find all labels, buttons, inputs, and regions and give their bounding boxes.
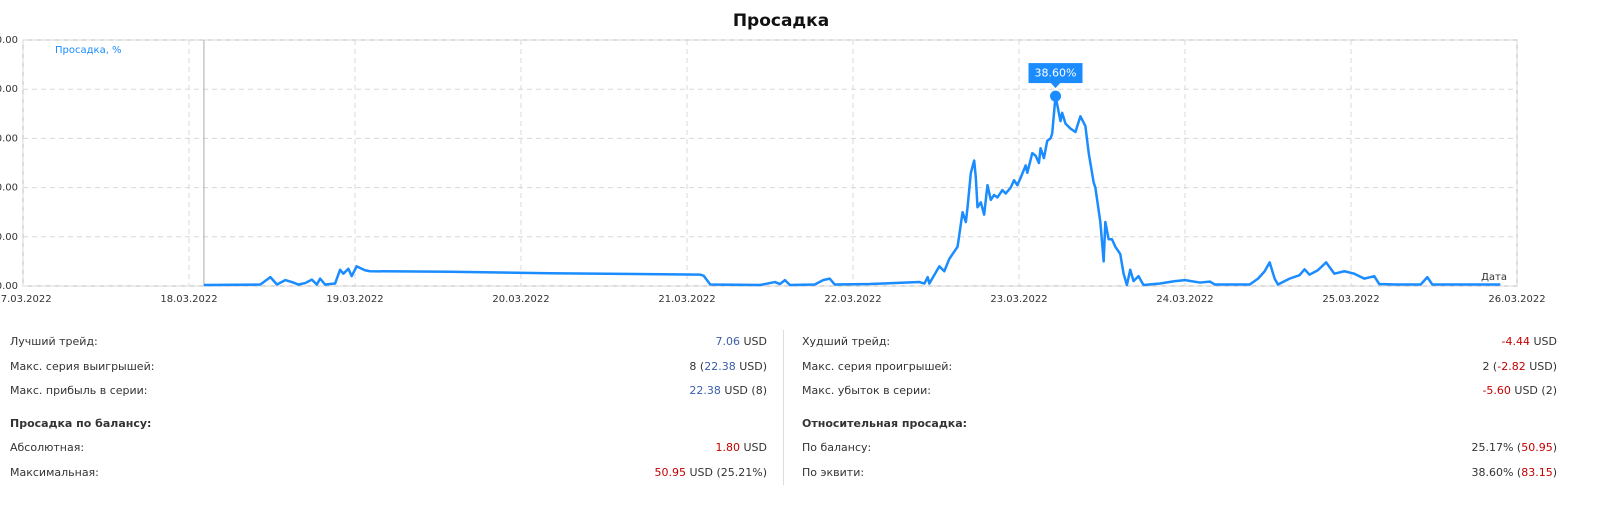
stat-label: Максимальная: [10, 465, 99, 479]
annotation-pointer [1050, 82, 1061, 89]
stat-value-part: 25.17% ( [1471, 441, 1522, 454]
stat-value: -5.60 USD (2) [1482, 384, 1557, 398]
annotation-box [1028, 63, 1083, 84]
x-tick-label: 20.03.2022 [492, 294, 549, 305]
stat-value-part: ) [1552, 441, 1557, 454]
stat-value-part: 50.95 [654, 465, 686, 479]
stat-value-part: USD (8) [720, 384, 767, 397]
x-tick-label: 23.03.2022 [990, 294, 1047, 305]
stat-value-part: -4.44 [1501, 335, 1530, 348]
stat-value: 2 (-2.82 USD) [1482, 360, 1557, 374]
stat-value: 7.06 USD [715, 335, 767, 349]
y-tick-label: 10.00 [0, 232, 18, 243]
stat-value-part: USD [739, 335, 767, 348]
stat-label: Макс. прибыль в серии: [10, 384, 148, 397]
stat-value-part: 50.95 [1521, 441, 1553, 454]
stat-value: 50.95 USD (25.21%) [654, 466, 767, 480]
stat-value-part: USD [1529, 335, 1557, 348]
x-tick-label: 21.03.2022 [658, 294, 715, 305]
stat-value: -4.44 USD [1502, 335, 1557, 349]
stat-label: Худший трейд: [802, 335, 891, 348]
x-tick-label: 19.03.2022 [326, 294, 383, 305]
y-tick-label: 20.00 [0, 183, 18, 194]
stat-value: 25.17% (50.95) [1471, 441, 1557, 455]
stat-value-part: 7.06 [715, 335, 740, 348]
x-tick-label: 25.03.2022 [1322, 294, 1379, 305]
stat-value-part: 2 ( [1482, 359, 1498, 373]
stat-label: По балансу: [802, 441, 872, 454]
stat-label: Лучший трейд: [10, 335, 98, 348]
stat-value-part: 1.80 [715, 441, 740, 454]
stat-value: 1.80 USD [715, 441, 767, 455]
y-tick-label: 40.00 [0, 84, 18, 95]
legend-label: Просадка, % [55, 45, 122, 56]
annotation-label: 38.60% [1035, 67, 1077, 80]
stat-label: Макс. убыток в серии: [802, 384, 931, 397]
y-tick-label: 50.00 [0, 35, 18, 46]
chart: Просадка 0.00 10.00 20.00 30.00 40.00 50.00 17… [0, 11, 1546, 305]
y-tick-label: 30.00 [0, 133, 18, 144]
stat-value-part: ) [1552, 465, 1557, 479]
x-tick-label: 22.03.2022 [824, 294, 881, 305]
stat-value-part: USD [739, 441, 767, 454]
drawdown-line [203, 94, 1501, 287]
stat-label: По эквити: [802, 465, 865, 479]
stat-value-part: -5.60 [1482, 384, 1511, 397]
section-title: Относительная просадка: [802, 417, 968, 430]
column-divider [783, 330, 784, 485]
x-tick-label: 17.03.2022 [0, 294, 52, 305]
stat-value: 22.38 USD (8) [689, 384, 767, 398]
stat-value-part: 8 ( [689, 359, 705, 373]
stat-label: Макс. серия проигрышей: [802, 359, 953, 373]
stat-value-part: 83.15 [1521, 465, 1553, 479]
y-tick-label: 0.00 [0, 281, 18, 292]
plot-area [22, 39, 1518, 287]
stat-value-part: USD) [1525, 359, 1557, 373]
stat-value-part: USD (25.21%) [685, 465, 767, 479]
stat-label: Макс. серия выигрышей: [10, 359, 155, 373]
stat-value-part: 22.38 [689, 384, 721, 397]
peak-marker [1050, 90, 1062, 102]
stat-value: 8 (22.38 USD) [689, 360, 767, 374]
stat-value: 38.60% (83.15) [1471, 466, 1557, 480]
stat-value-part: 38.60% ( [1471, 465, 1522, 479]
x-tick-label: 26.03.2022 [1488, 294, 1545, 305]
stat-value-part: USD) [735, 359, 767, 373]
stat-value-part: -2.82 [1497, 359, 1526, 373]
stat-value-part: 22.38 [704, 359, 736, 373]
x-tick-label: 18.03.2022 [160, 294, 217, 305]
stat-label: Абсолютная: [10, 441, 85, 454]
x-tick-label: 24.03.2022 [1156, 294, 1213, 305]
stat-value-part: USD (2) [1510, 384, 1557, 397]
x-axis-label: Дата [1481, 272, 1507, 283]
section-title: Просадка по балансу: [10, 417, 152, 430]
chart-title: Просадка [733, 11, 829, 31]
